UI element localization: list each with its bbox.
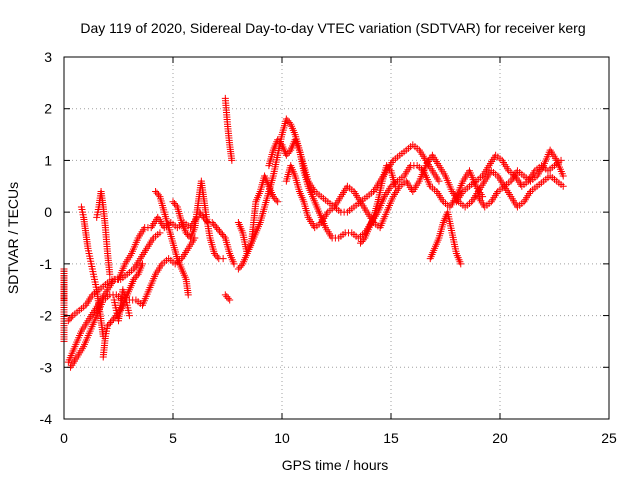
y-tick-label: -2	[40, 308, 53, 324]
data-point	[152, 187, 160, 195]
data-point	[172, 201, 180, 209]
data-point	[212, 251, 220, 259]
data-point	[557, 156, 565, 164]
data-point	[228, 156, 236, 164]
data-point	[274, 136, 282, 144]
data-point	[131, 274, 139, 282]
chart-title: Day 119 of 2020, Sidereal Day-to-day VTE…	[80, 20, 585, 36]
data-point	[218, 231, 226, 239]
data-point	[67, 313, 75, 321]
x-tick-label: 10	[274, 430, 290, 446]
data-point	[195, 208, 203, 216]
data-point	[559, 172, 567, 180]
y-tick-label: 1	[44, 152, 52, 168]
data-point	[285, 119, 293, 127]
data-point	[210, 250, 218, 258]
data-point	[202, 217, 210, 225]
data-point	[211, 222, 219, 230]
data-point	[197, 210, 205, 218]
data-point	[236, 263, 244, 271]
data-point	[277, 139, 285, 147]
data-point	[282, 115, 290, 123]
y-tick-label: -4	[40, 411, 53, 427]
data-point	[182, 229, 190, 237]
data-point	[269, 193, 277, 201]
data-point	[154, 191, 162, 199]
y-tick-label: 2	[44, 101, 52, 117]
data-point	[226, 296, 234, 304]
data-point	[221, 291, 229, 299]
data-point	[201, 215, 209, 223]
data-point	[383, 162, 391, 170]
data-point	[384, 163, 392, 171]
data-point	[214, 225, 222, 233]
data-point	[237, 262, 245, 270]
data-point	[217, 229, 225, 237]
data-point	[104, 322, 112, 330]
data-point	[66, 315, 74, 323]
data-point	[107, 318, 115, 326]
data-point	[156, 229, 164, 237]
y-tick-label: -1	[40, 256, 53, 272]
data-point	[358, 237, 366, 245]
data-point	[559, 182, 567, 190]
data-point	[272, 196, 280, 204]
data-point	[275, 137, 283, 145]
data-point	[130, 275, 138, 283]
data-points	[60, 94, 567, 371]
x-tick-label: 0	[60, 430, 68, 446]
data-point	[208, 218, 216, 226]
data-point	[210, 220, 218, 228]
x-tick-label: 20	[492, 430, 508, 446]
data-point	[386, 165, 394, 173]
data-point	[213, 253, 221, 261]
data-point	[106, 270, 114, 278]
series-sdtvar	[60, 94, 567, 371]
data-point	[184, 291, 192, 299]
data-point	[216, 227, 224, 235]
data-point	[359, 236, 367, 244]
data-point	[271, 194, 279, 202]
data-point	[108, 317, 116, 325]
data-point	[220, 232, 228, 240]
data-point	[153, 189, 161, 197]
data-point	[105, 320, 113, 328]
y-tick-label: 0	[44, 204, 52, 220]
data-point	[284, 117, 292, 125]
data-point	[457, 260, 465, 268]
data-point	[274, 198, 282, 206]
data-point	[219, 255, 227, 263]
data-point	[284, 150, 292, 158]
data-point	[125, 312, 133, 320]
plot-frame	[63, 56, 610, 420]
x-tick-label: 5	[169, 430, 177, 446]
data-point	[213, 224, 221, 232]
x-tick-label: 15	[383, 430, 399, 446]
data-point	[435, 177, 443, 185]
data-point	[133, 272, 141, 280]
data-point	[200, 213, 208, 221]
x-tick-label: 25	[601, 430, 617, 446]
y-axis-ticks: -4 -3 -2 -1 0 1 2 3	[40, 49, 609, 427]
data-point	[230, 260, 238, 268]
data-point	[391, 182, 399, 190]
data-point	[223, 293, 231, 301]
y-tick-label: -3	[40, 359, 53, 375]
data-point	[64, 317, 72, 325]
data-point	[356, 239, 364, 247]
data-point	[170, 200, 178, 208]
data-point	[224, 294, 232, 302]
x-axis-label: GPS time / hours	[282, 457, 389, 473]
data-point	[282, 151, 290, 159]
y-tick-label: 3	[44, 49, 52, 65]
data-point	[234, 265, 242, 273]
data-point	[198, 212, 206, 220]
data-point	[184, 231, 192, 239]
x-axis-ticks: 0 5 10 15 20 25	[60, 57, 617, 446]
data-point	[169, 198, 177, 206]
data-point	[285, 148, 293, 156]
data-point	[138, 260, 146, 268]
y-axis-label: SDTVAR / TECUs	[5, 182, 21, 294]
